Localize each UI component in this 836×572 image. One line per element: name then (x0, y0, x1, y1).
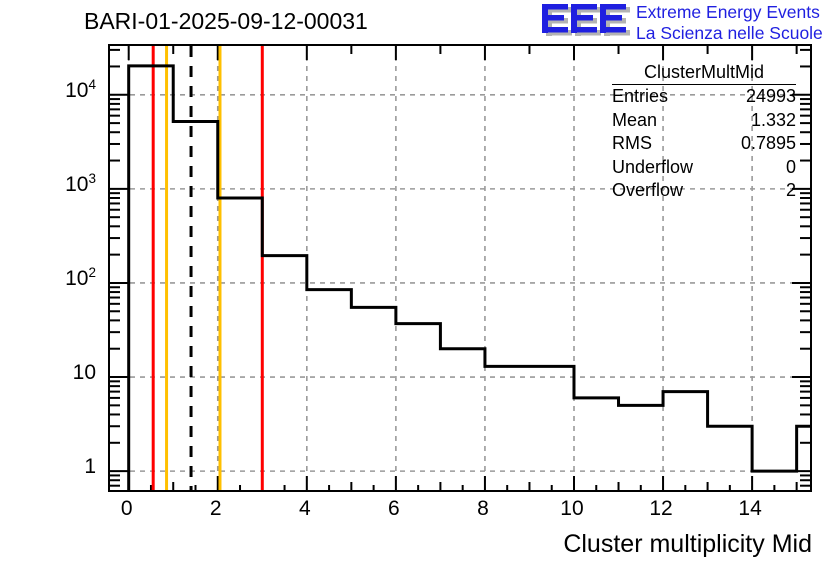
stats-box: ClusterMultMid Entries 24993 Mean 1.332 RMS 0… (612, 62, 796, 203)
eee-logo: Extreme Energy Events La Scienza nelle S… (540, 2, 832, 44)
stats-box-title: ClusterMultMid (612, 62, 796, 85)
stats-row-value: 0 (785, 156, 796, 177)
page-title: BARI-01-2025-09-12-00031 (84, 8, 368, 34)
histogram-outline (127, 64, 810, 490)
x-tick-label: 0 (120, 497, 133, 520)
stats-row-value: 2 (785, 180, 796, 200)
stats-row-value: 1.332 (750, 109, 796, 130)
y-tick-label: 1 (84, 455, 96, 479)
stats-row-label: Overflow (612, 180, 684, 200)
x-tick-label: 12 (649, 497, 673, 520)
x-tick-label: 10 (560, 497, 584, 520)
plot-frame (108, 44, 812, 492)
stats-row: Mean 1.332 (612, 109, 796, 133)
stats-row-label: Mean (612, 109, 658, 130)
y-tick-label: 102 (65, 264, 96, 290)
stats-row-label: RMS (612, 133, 652, 153)
eee-logo-text: Extreme Energy Events La Scienza nelle S… (636, 2, 832, 44)
x-tick-label: 6 (388, 497, 400, 520)
plot-area (110, 46, 810, 490)
stats-row-label: Underflow (612, 156, 694, 177)
histogram-canvas (110, 46, 810, 490)
stats-row-value: 24993 (745, 86, 796, 106)
stats-row: Overflow 2 (612, 179, 796, 203)
stats-row-label: Entries (612, 86, 669, 106)
stats-row: Entries 24993 (612, 85, 796, 109)
stats-row: Underflow 0 (612, 156, 796, 180)
stats-box-rows: Entries 24993 Mean 1.332 RMS 0.7895 Underflow 0… (612, 85, 796, 203)
stats-row: RMS 0.7895 (612, 132, 796, 156)
y-tick-label: 10 (72, 361, 96, 385)
x-axis-title: Cluster multiplicity Mid (563, 530, 812, 558)
eee-logo-line1: Extreme Energy Events (636, 2, 820, 22)
x-tick-label: 14 (738, 497, 762, 520)
y-tick-label: 104 (65, 76, 96, 102)
eee-logo-mark (542, 4, 630, 36)
x-tick-label: 8 (477, 497, 489, 520)
y-tick-label: 103 (65, 170, 96, 196)
axis-ticks (110, 46, 810, 490)
x-tick-label: 4 (298, 497, 311, 520)
eee-logo-line2: La Scienza nelle Scuole (636, 22, 823, 43)
marker-lines (151, 46, 264, 490)
x-tick-label: 2 (209, 497, 222, 520)
grid-lines (110, 46, 810, 490)
stats-row-value: 0.7895 (740, 133, 796, 153)
